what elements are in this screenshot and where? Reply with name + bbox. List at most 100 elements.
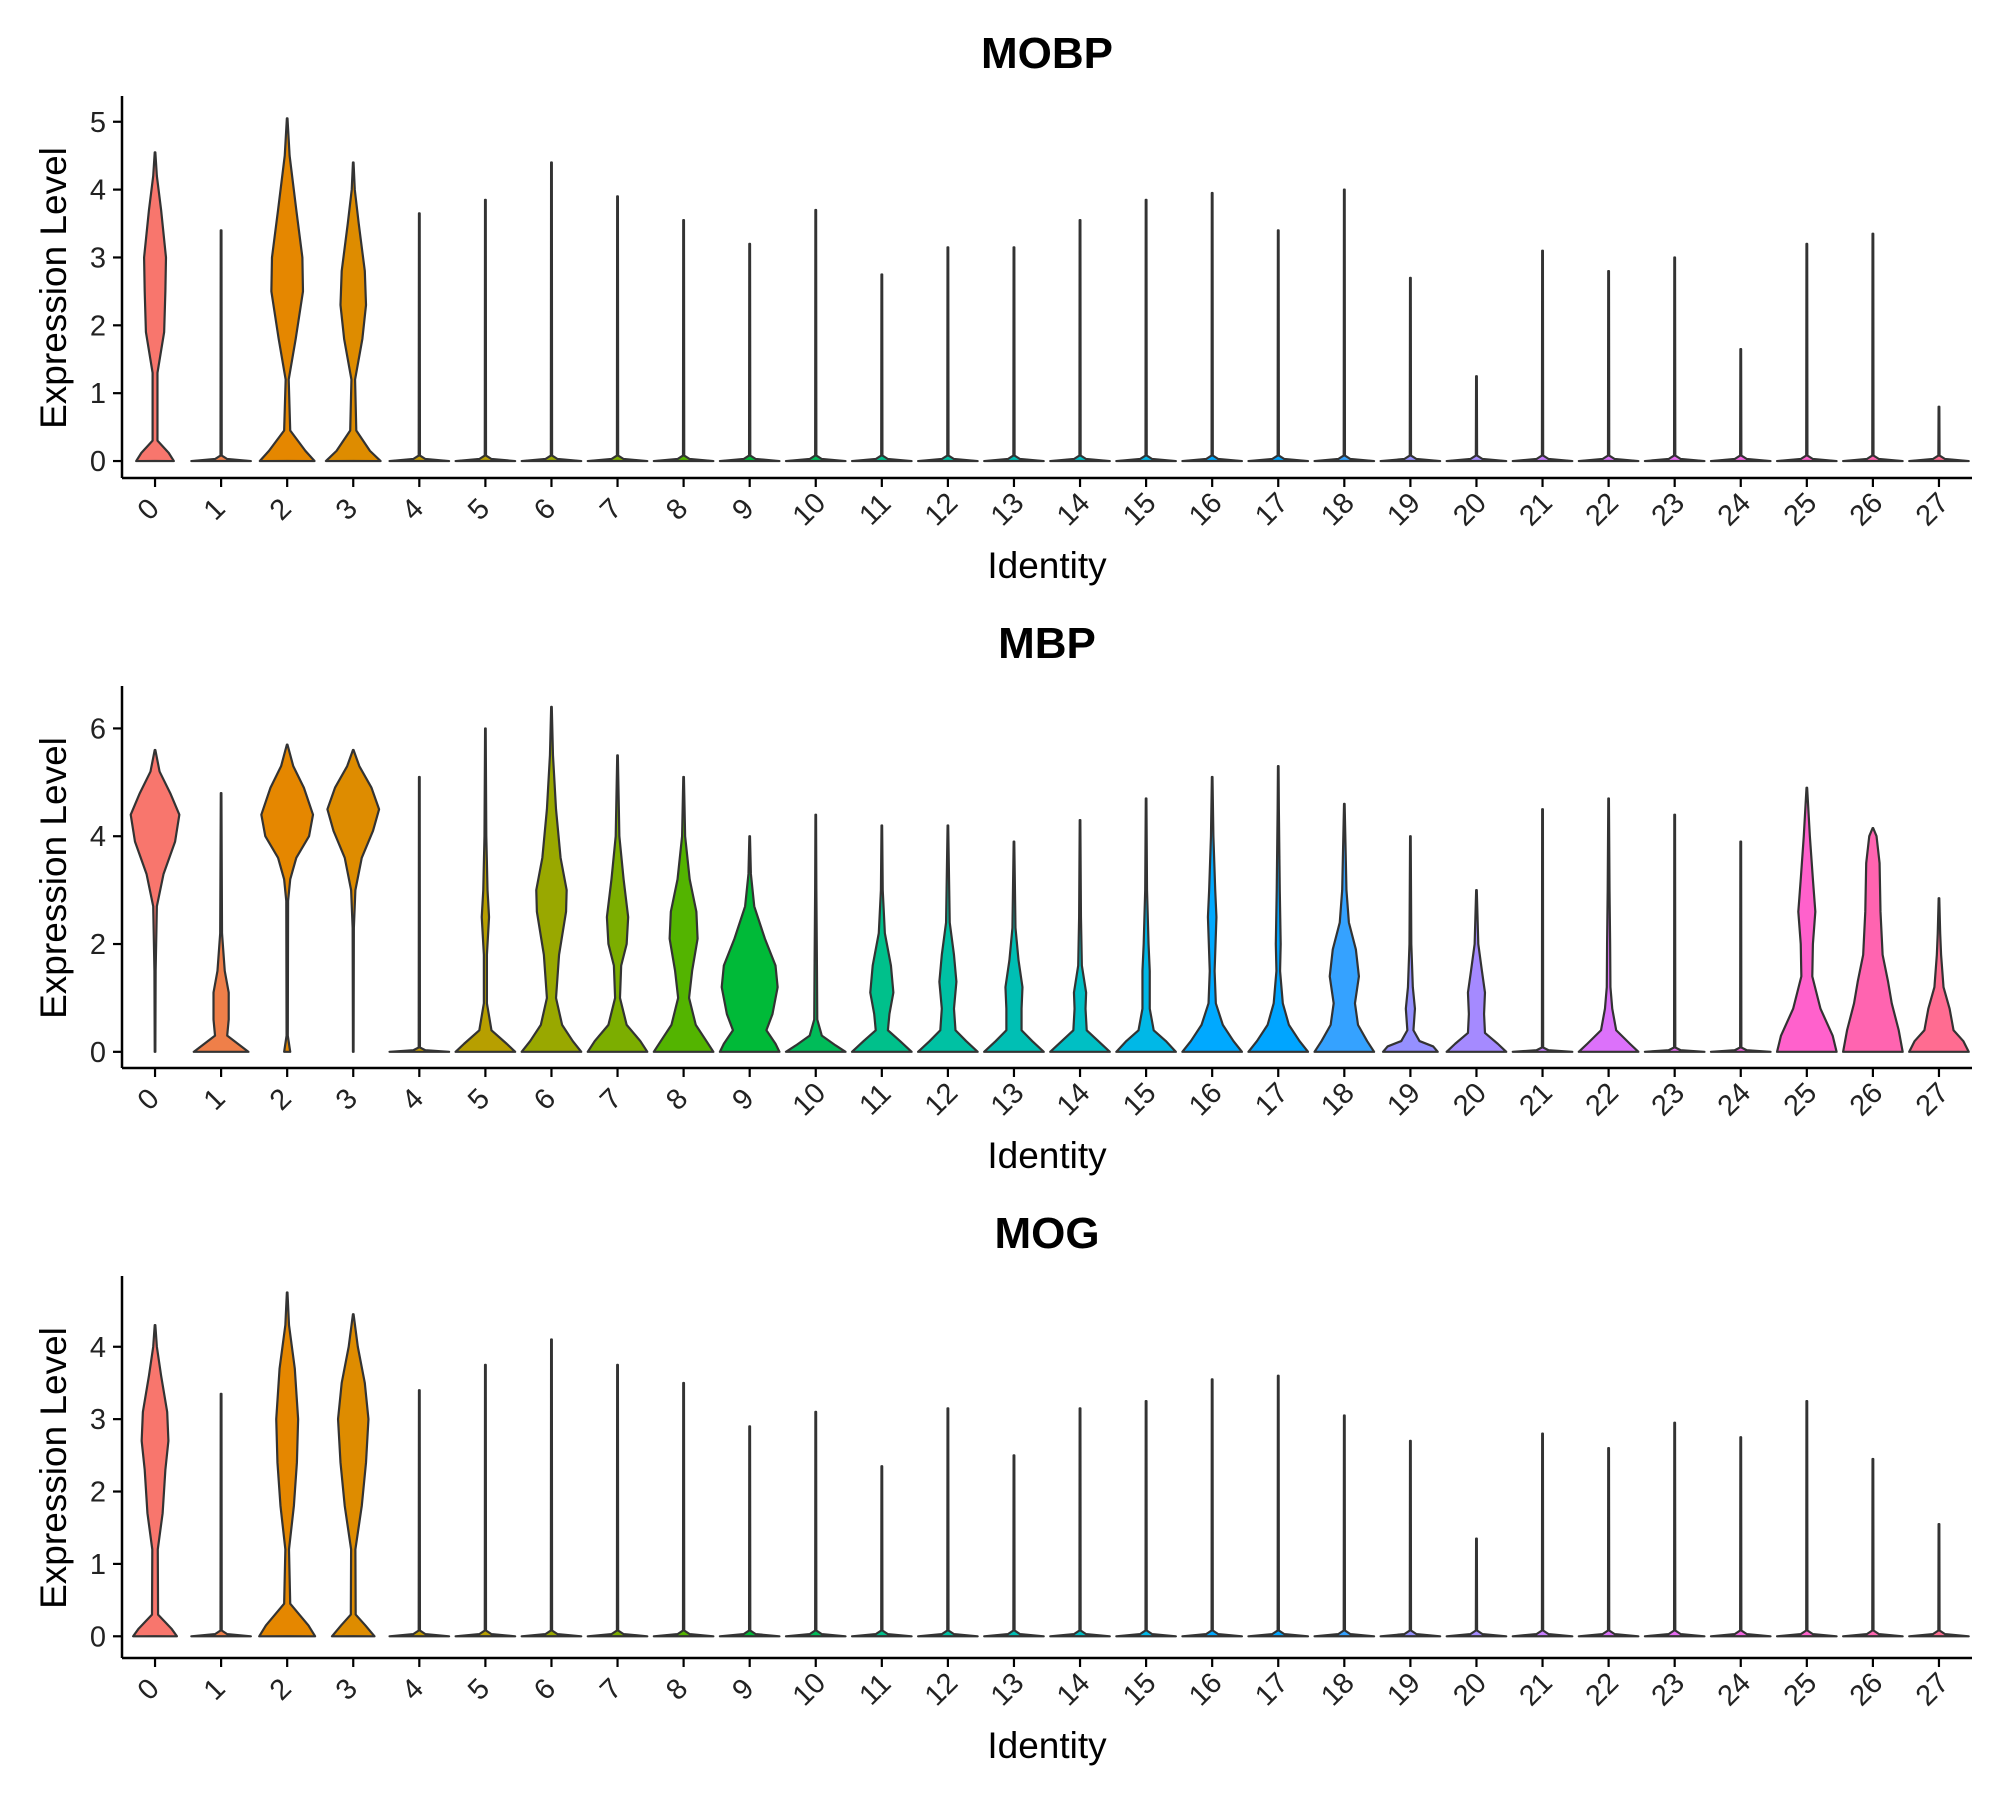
x-tick-label: 18 [1315, 1077, 1360, 1122]
y-axis-label: Expression Level [33, 1327, 74, 1609]
violin-mog-12 [917, 1407, 979, 1638]
violin-mog-1 [190, 1392, 252, 1638]
x-axis-label: Identity [987, 1725, 1107, 1766]
x-tick-label: 4 [396, 1083, 430, 1117]
violin-mog-18 [1313, 1414, 1376, 1638]
violin-mobp-24 [1709, 347, 1772, 463]
x-tick-label: 15 [1117, 1667, 1162, 1712]
violin-mobp-11 [850, 273, 913, 463]
violin-mog-13 [983, 1454, 1045, 1638]
violin-mobp-27 [1908, 405, 1970, 463]
y-tick-label: 0 [90, 446, 106, 478]
violin-mbp-3 [326, 748, 381, 1053]
x-tick-label: 14 [1051, 1667, 1096, 1712]
violin-mog-10 [784, 1410, 847, 1638]
x-tick-label: 5 [462, 1083, 496, 1117]
x-tick-label: 19 [1381, 1667, 1426, 1712]
violin-mog-8 [652, 1381, 715, 1638]
x-tick-label: 21 [1513, 1667, 1558, 1712]
x-tick-label: 6 [528, 493, 562, 527]
x-tick-label: 25 [1778, 1077, 1823, 1122]
x-tick-label: 4 [396, 1673, 430, 1707]
violin-mobp-4 [388, 212, 451, 463]
x-tick-label: 24 [1712, 487, 1757, 532]
violin-mobp-15 [1115, 198, 1177, 463]
violin-mbp-20 [1445, 889, 1508, 1053]
violin-mobp-21 [1511, 249, 1574, 463]
y-tick-label: 6 [90, 713, 106, 745]
violin-mog-14 [1049, 1407, 1111, 1638]
x-tick-label: 0 [132, 493, 166, 527]
x-axis-label: Identity [987, 1135, 1107, 1176]
violin-mobp-26 [1842, 232, 1904, 463]
violin-mog-16 [1181, 1378, 1244, 1638]
violin-mbp-14 [1049, 818, 1111, 1053]
violin-mbp-19 [1381, 835, 1439, 1053]
violin-mbp-1 [192, 792, 250, 1053]
x-tick-label: 4 [396, 493, 430, 527]
x-tick-label: 0 [132, 1673, 166, 1707]
x-tick-label: 17 [1249, 487, 1294, 532]
x-tick-label: 10 [787, 487, 832, 532]
x-tick-label: 5 [462, 1673, 496, 1707]
x-tick-label: 1 [198, 493, 232, 527]
x-tick-label: 19 [1381, 487, 1426, 532]
x-tick-label: 6 [528, 1673, 562, 1707]
x-tick-label: 3 [330, 1083, 364, 1117]
violin-mobp-7 [586, 195, 649, 463]
violin-mbp-13 [983, 840, 1045, 1053]
x-tick-label: 20 [1447, 487, 1492, 532]
violin-mbp-15 [1115, 797, 1177, 1053]
x-tick-label: 22 [1580, 1667, 1625, 1712]
x-tick-label: 1 [198, 1083, 232, 1117]
violin-mog-6 [520, 1338, 583, 1638]
x-tick-label: 13 [985, 1667, 1030, 1712]
x-tick-label: 8 [660, 1673, 694, 1707]
violin-mog-11 [850, 1465, 913, 1638]
violin-mobp-10 [784, 208, 847, 463]
y-tick-label: 5 [90, 107, 106, 139]
x-tick-label: 18 [1315, 1667, 1360, 1712]
y-tick-label: 2 [90, 1477, 106, 1509]
chart-title: MOG [994, 1209, 1099, 1258]
violin-mbp-7 [586, 754, 649, 1053]
x-tick-label: 5 [462, 493, 496, 527]
x-tick-label: 16 [1183, 487, 1228, 532]
violin-mbp-10 [784, 813, 847, 1053]
x-tick-label: 22 [1580, 1077, 1625, 1122]
violin-mobp-22 [1577, 269, 1640, 463]
x-tick-label: 14 [1051, 487, 1096, 532]
violin-mbp-17 [1247, 765, 1310, 1053]
violin-mbp-12 [917, 824, 979, 1053]
x-tick-label: 7 [594, 1673, 628, 1707]
x-tick-label: 11 [853, 1078, 897, 1122]
violin-mobp-12 [917, 246, 979, 463]
x-tick-label: 23 [1646, 487, 1691, 532]
x-tick-label: 3 [330, 1673, 364, 1707]
x-tick-label: 10 [787, 1077, 832, 1122]
violin-mbp-2 [260, 743, 315, 1053]
x-tick-label: 13 [985, 487, 1030, 532]
x-tick-label: 8 [660, 1083, 694, 1117]
violin-mog-27 [1908, 1523, 1970, 1638]
violin-mobp-20 [1445, 375, 1508, 463]
x-tick-label: 20 [1447, 1667, 1492, 1712]
violin-mobp-1 [190, 229, 252, 463]
violin-mbp-22 [1577, 797, 1640, 1053]
x-tick-label: 27 [1910, 1667, 1955, 1712]
x-tick-label: 26 [1844, 487, 1889, 532]
x-tick-label: 9 [726, 493, 760, 527]
x-tick-label: 7 [594, 493, 628, 527]
violin-mog-22 [1577, 1447, 1640, 1638]
violin-mbp-16 [1181, 775, 1244, 1053]
violin-mog-25 [1775, 1399, 1838, 1638]
x-tick-label: 26 [1844, 1077, 1889, 1122]
x-tick-label: 15 [1117, 487, 1162, 532]
x-tick-label: 9 [726, 1083, 760, 1117]
violin-mog-26 [1842, 1457, 1904, 1638]
violin-mbp-4 [388, 775, 451, 1053]
violin-mog-7 [586, 1363, 649, 1638]
